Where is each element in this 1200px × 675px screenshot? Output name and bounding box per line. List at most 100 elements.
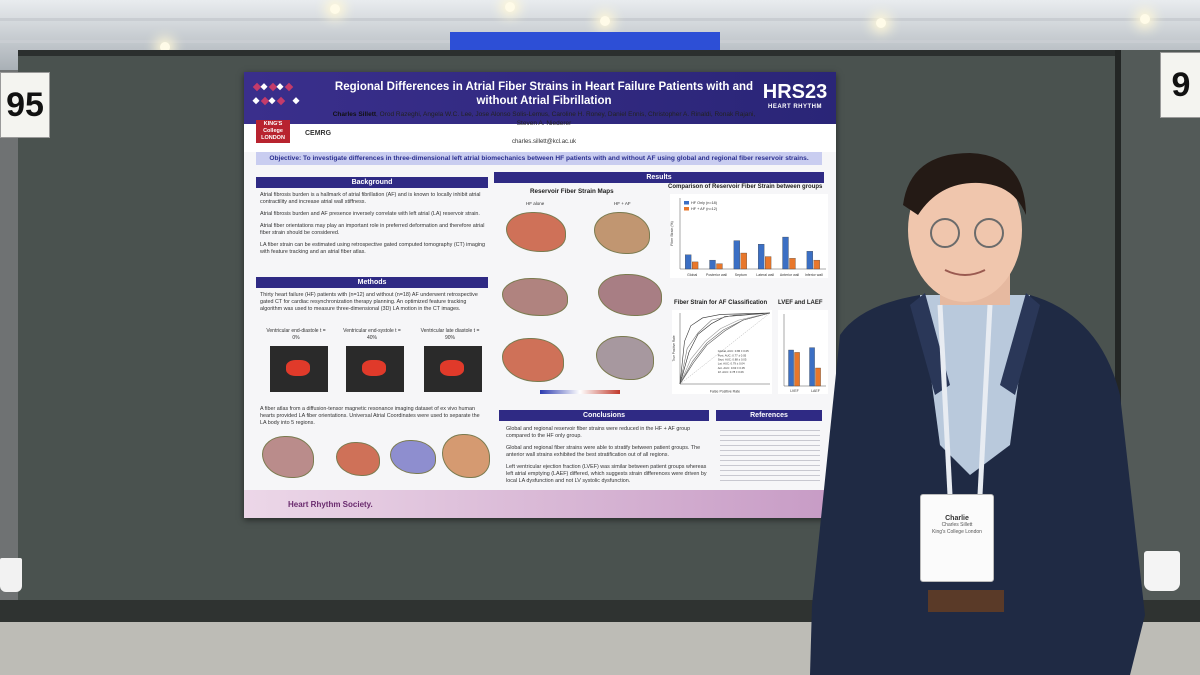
tick-label: Global xyxy=(687,273,697,277)
ceiling-lamp xyxy=(600,16,610,26)
legend-label: Sept. AUC: 0.88 ± 0.05 xyxy=(718,357,747,361)
strain-map xyxy=(502,278,568,316)
presenter-person xyxy=(810,153,1145,675)
roc-title: Fiber Strain for AF Classification xyxy=(674,300,768,306)
cemrg-logo: CEMRG xyxy=(304,129,332,137)
bar xyxy=(709,259,716,270)
poster-header-band xyxy=(244,72,836,124)
background-point: LA fiber strain can be estimated using r… xyxy=(260,242,486,255)
bar xyxy=(733,240,740,270)
co-authors: , Orod Razeghi, Angela W.C. Lee, Jose Al… xyxy=(376,111,756,127)
legend-label: Post. AUC: 0.77 ± 0.05 xyxy=(718,353,747,357)
hrs23-logo: HRS23 HEART RHYTHM xyxy=(760,80,830,120)
strain-map xyxy=(594,212,650,254)
paper-cup xyxy=(0,558,22,592)
conference-badge: Charlie Charles Sillett King's College L… xyxy=(920,494,994,582)
chance-line xyxy=(679,312,771,385)
presenting-author: Charles Sillett xyxy=(332,111,377,118)
atrium-region-image xyxy=(390,440,436,474)
background-text: Atrial fibrosis burden is a hallmark of … xyxy=(260,192,486,261)
tick-label: Lateral wall xyxy=(756,273,774,277)
hrs23-logo-text: HEART RHYTHM xyxy=(768,104,822,110)
ct-image xyxy=(346,346,404,392)
chart-background xyxy=(672,310,772,394)
tick-label: Inferior wall xyxy=(805,273,823,277)
bar xyxy=(815,367,821,387)
conclusions-text: Global and regional reservoir fiber stra… xyxy=(506,426,710,490)
axis-label: True Positive Rate xyxy=(672,335,676,361)
maps-col-label: HF alone xyxy=(526,201,545,206)
conclusion-point: Global and regional fiber strains were a… xyxy=(506,445,701,458)
bar xyxy=(765,256,772,270)
belt xyxy=(928,590,1004,612)
bar xyxy=(716,263,723,270)
bar xyxy=(758,244,765,270)
background-point: Atrial fibrosis burden is a hallmark of … xyxy=(260,192,481,205)
jacket xyxy=(810,295,1145,675)
conclusions-heading: Conclusions xyxy=(499,410,709,421)
bar xyxy=(789,258,796,270)
references-heading: References xyxy=(716,410,822,421)
poster-authors: Charles Sillett, Orod Razeghi, Angela W.… xyxy=(324,110,764,128)
conclusion-point: Left ventricular ejection fraction (LVEF… xyxy=(506,464,707,484)
legend-label: HF Only (n=18) xyxy=(691,201,718,205)
legend-label: HF + AF (n=12) xyxy=(691,207,718,211)
bar xyxy=(788,349,794,387)
strain-map xyxy=(502,338,564,382)
tick-label: LAEF xyxy=(811,389,820,393)
boxplot-chart: Global Posterior wall Septum Lateral wall An… xyxy=(670,194,828,278)
atrium-region-image xyxy=(442,434,490,478)
legend-label: Lat. AUC: 0.79 ± 0.04 xyxy=(718,362,745,366)
roc-curve xyxy=(679,312,771,385)
colorbar xyxy=(540,390,620,394)
bar xyxy=(809,347,815,387)
tick-label: Anterior wall xyxy=(780,273,799,277)
strain-map xyxy=(506,212,566,252)
bar xyxy=(740,252,747,270)
legend-label: Global, AUC: 0.86 ± 0.05 xyxy=(718,349,749,353)
roc-curve xyxy=(679,312,771,385)
bar xyxy=(806,251,813,270)
roc-curve xyxy=(679,312,771,385)
tick-label: LVEF xyxy=(790,389,799,393)
background-point: Atrial fibrosis burden and AF presence i… xyxy=(260,211,480,217)
ceiling-lamp xyxy=(330,4,340,14)
background-point: Atrial fiber orientations may play an im… xyxy=(260,223,485,236)
phase-label: Ventricular end-diastole t = 0% xyxy=(266,328,326,341)
heart-rhythm-society-logo: Heart Rhythm Society. xyxy=(288,500,373,509)
methods-text: Thirty heart failure (HF) patients with … xyxy=(260,292,478,312)
results-heading: Results xyxy=(494,172,824,183)
axis-label: Fiber Strain (%) xyxy=(670,221,674,246)
bar xyxy=(685,254,692,270)
badge-line: King's College London xyxy=(932,529,982,535)
ct-image xyxy=(270,346,328,392)
lvef-title: LVEF and LAEF xyxy=(778,300,823,306)
ct-image xyxy=(424,346,482,392)
boxplot-title: Comparison of Reservoir Fiber Strain bet… xyxy=(668,184,823,190)
bar xyxy=(794,352,800,387)
research-poster: Regional Differences in Atrial Fiber Str… xyxy=(244,72,836,518)
roc-curve xyxy=(679,312,771,385)
tick-label: Septum xyxy=(735,273,747,277)
hrs23-logo-mark: HRS23 xyxy=(762,81,828,103)
ceiling-lamp xyxy=(160,42,170,52)
atrium-region-image xyxy=(336,442,380,476)
kings-college-logo: KING'S College LONDON xyxy=(256,120,290,143)
legend-swatch xyxy=(684,207,689,211)
atrium-region-image xyxy=(262,436,314,478)
maps-title: Reservoir Fiber Strain Maps xyxy=(530,188,614,195)
strain-map xyxy=(598,274,662,316)
ceiling-lamp xyxy=(876,18,886,28)
phase-label: Ventricular end-systole t = 40% xyxy=(343,328,401,341)
hair xyxy=(903,153,1026,215)
tick-label: Posterior wall xyxy=(706,273,727,277)
methods-atlas-text: A fiber atlas from a diffusion-tensor ma… xyxy=(260,406,480,426)
references-list xyxy=(720,426,820,484)
badge-line: Charles Sillett xyxy=(941,522,973,528)
blue-banner xyxy=(450,32,720,54)
conclusion-point: Global and regional reservoir fiber stra… xyxy=(506,426,691,439)
lvef-chart: LVEF LAEF xyxy=(778,310,828,394)
glasses xyxy=(930,218,960,248)
bar xyxy=(692,261,699,270)
